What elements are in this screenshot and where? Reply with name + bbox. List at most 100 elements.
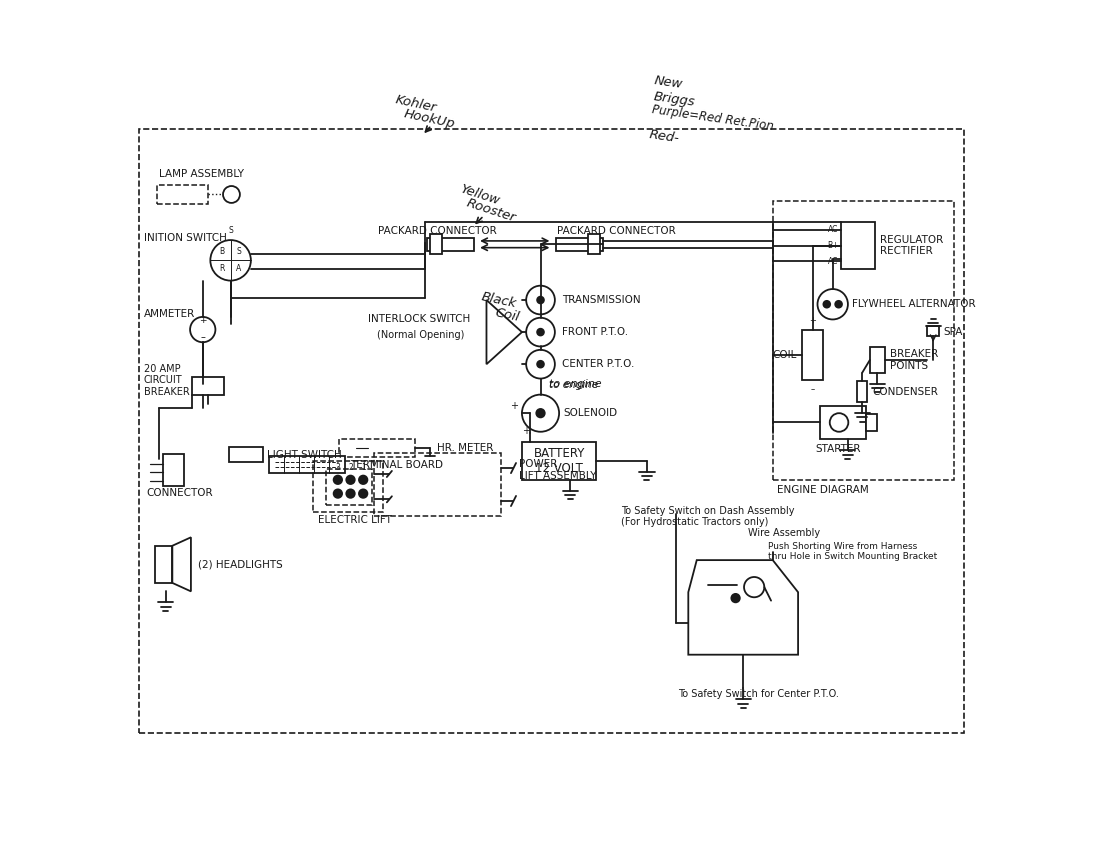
Text: FLYWHEEL ALTERNATOR: FLYWHEEL ALTERNATOR (853, 299, 976, 309)
Text: Briggs: Briggs (653, 90, 696, 109)
Circle shape (526, 350, 555, 378)
Bar (588, 234, 600, 254)
Bar (139, 129, 964, 734)
Text: +: + (810, 315, 816, 325)
Text: Black: Black (480, 290, 518, 310)
Text: COIL: COIL (773, 350, 797, 360)
Text: STARTER: STARTER (816, 445, 861, 455)
Circle shape (731, 594, 740, 603)
Text: Yellow: Yellow (458, 183, 501, 208)
Text: Purple=Red Ret.Pion: Purple=Red Ret.Pion (651, 103, 774, 133)
Circle shape (537, 360, 544, 367)
Text: +: + (199, 316, 206, 326)
Bar (430, 234, 441, 254)
Text: R: R (219, 264, 225, 274)
Text: AC: AC (828, 257, 838, 266)
Text: AMMETER: AMMETER (143, 309, 195, 319)
Bar (802, 330, 824, 380)
Circle shape (358, 490, 367, 498)
Bar (773, 201, 954, 480)
Bar (857, 381, 867, 402)
Bar (867, 414, 877, 431)
Text: POWER
LIFT ASSEMBLY: POWER LIFT ASSEMBLY (520, 459, 597, 480)
Text: New: New (653, 74, 683, 91)
Circle shape (211, 240, 250, 280)
Bar (229, 447, 263, 462)
Circle shape (346, 476, 355, 484)
Bar (156, 546, 172, 583)
Circle shape (817, 289, 848, 320)
Text: HR. METER: HR. METER (437, 443, 493, 453)
Bar (269, 456, 344, 473)
Text: TERMINAL BOARD: TERMINAL BOARD (350, 460, 442, 470)
Text: –: – (811, 385, 815, 394)
Bar (163, 454, 184, 486)
Text: INTERLOCK SWITCH: INTERLOCK SWITCH (368, 314, 471, 325)
Text: (For Hydrostatic Tractors only): (For Hydrostatic Tractors only) (621, 517, 768, 527)
Text: 3: 3 (335, 463, 341, 473)
Circle shape (358, 476, 367, 484)
Text: 1: 1 (361, 463, 365, 473)
Text: PACKARD CONNECTOR: PACKARD CONNECTOR (377, 226, 496, 235)
Text: FRONT P.T.O.: FRONT P.T.O. (561, 327, 628, 337)
Text: ELECTRIC LIFT: ELECTRIC LIFT (318, 515, 392, 525)
Text: SOLENOID: SOLENOID (564, 408, 618, 418)
Text: S: S (237, 247, 242, 257)
Text: (Normal Opening): (Normal Opening) (377, 330, 464, 340)
Text: Red-: Red- (649, 128, 681, 144)
Bar (374, 453, 501, 516)
Text: REGULATOR
RECTIFIER: REGULATOR RECTIFIER (880, 235, 943, 257)
Text: BREAKER
POINTS: BREAKER POINTS (890, 349, 939, 371)
Text: BATTERY
12 VOLT: BATTERY 12 VOLT (534, 447, 585, 475)
Bar (842, 223, 875, 269)
Bar (339, 439, 415, 457)
Text: Push Shorting Wire from Harness: Push Shorting Wire from Harness (768, 542, 917, 551)
Text: to engine: to engine (549, 380, 598, 390)
Text: Wire Assembly: Wire Assembly (748, 528, 821, 538)
Text: +: + (510, 401, 517, 411)
Circle shape (835, 301, 842, 308)
Text: Rooster: Rooster (464, 196, 517, 224)
Text: +: + (522, 426, 531, 436)
Circle shape (333, 490, 342, 498)
Polygon shape (172, 537, 191, 592)
Circle shape (536, 409, 545, 417)
Circle shape (526, 318, 555, 347)
Text: HookUp: HookUp (403, 108, 456, 131)
Circle shape (537, 329, 544, 336)
Text: To Safety Switch for Center P.T.O.: To Safety Switch for Center P.T.O. (678, 688, 839, 699)
Text: ENGINE DIAGRAM: ENGINE DIAGRAM (777, 485, 869, 495)
Bar (928, 326, 939, 337)
Text: S: S (228, 226, 233, 235)
Circle shape (190, 317, 215, 343)
Bar (157, 185, 207, 204)
Text: INITION SWITCH: INITION SWITCH (143, 233, 226, 242)
Text: LAMP ASSEMBLY: LAMP ASSEMBLY (159, 169, 244, 179)
Text: 20 AMP
CIRCUIT
BREAKER: 20 AMP CIRCUIT BREAKER (143, 364, 190, 397)
Text: Coil: Coil (494, 306, 521, 324)
Text: to engine: to engine (549, 379, 601, 389)
Circle shape (537, 297, 544, 303)
Bar (522, 442, 597, 480)
Text: thru Hole in Switch Mounting Bracket: thru Hole in Switch Mounting Bracket (768, 552, 936, 561)
Circle shape (333, 476, 342, 484)
Circle shape (346, 490, 355, 498)
Bar (313, 462, 383, 512)
Text: LIGHT SWITCH: LIGHT SWITCH (267, 450, 342, 460)
Text: PACKARD CONNECTOR: PACKARD CONNECTOR (557, 226, 676, 235)
Text: 2: 2 (349, 463, 353, 473)
Text: 4: 4 (361, 477, 365, 486)
Text: Kohler: Kohler (395, 94, 438, 115)
Text: B: B (219, 247, 225, 257)
Bar (820, 405, 867, 439)
Text: 5: 5 (349, 477, 353, 486)
Bar (870, 348, 885, 372)
Text: –: – (201, 332, 205, 342)
Bar (427, 237, 474, 251)
Text: AC: AC (828, 225, 838, 235)
Text: CONNECTOR: CONNECTOR (147, 488, 213, 497)
Text: SPA: SPA (943, 327, 963, 337)
Text: To Safety Switch on Dash Assembly: To Safety Switch on Dash Assembly (621, 506, 794, 516)
Text: CENTER P.T.O.: CENTER P.T.O. (561, 360, 634, 369)
Circle shape (526, 286, 555, 314)
